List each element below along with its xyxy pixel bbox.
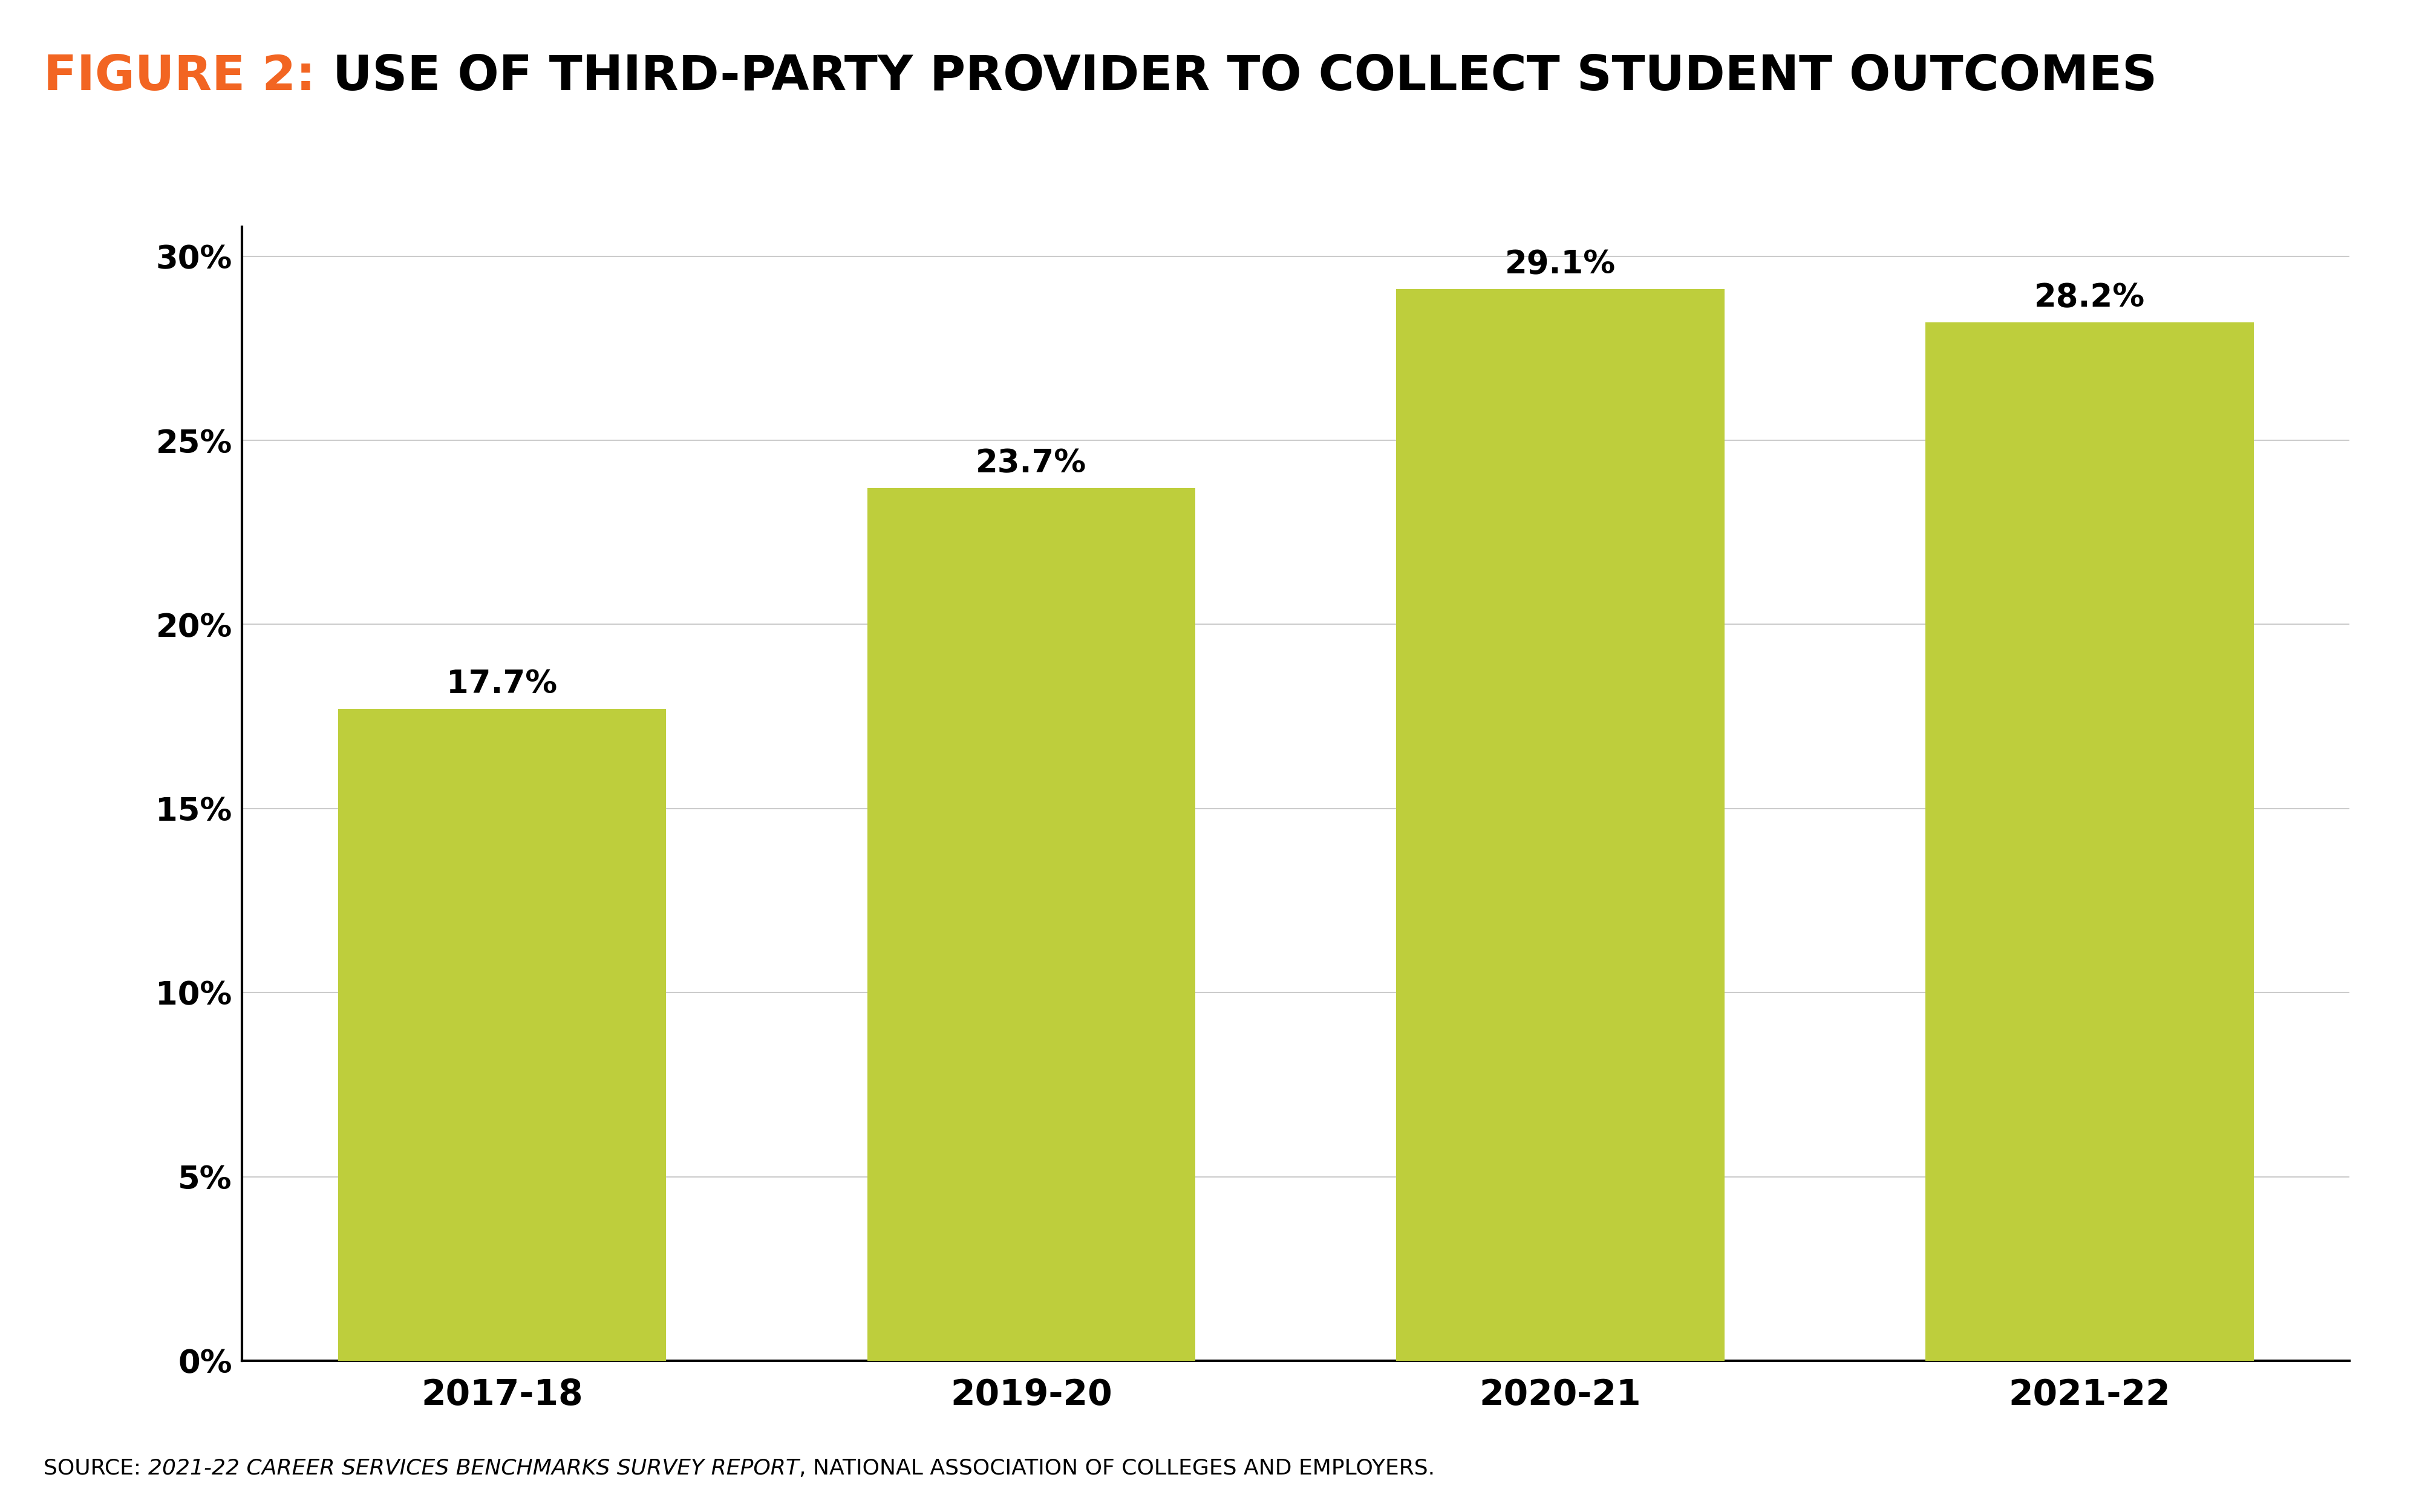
Text: 17.7%: 17.7% [446, 668, 557, 700]
Text: 29.1%: 29.1% [1504, 249, 1615, 280]
Text: 23.7%: 23.7% [976, 448, 1087, 479]
Bar [1397, 289, 1724, 1361]
Text: USE OF THIRD-PARTY PROVIDER TO COLLECT STUDENT OUTCOMES: USE OF THIRD-PARTY PROVIDER TO COLLECT S… [315, 53, 2158, 100]
Text: SOURCE:: SOURCE: [44, 1458, 148, 1479]
Bar [1925, 322, 2252, 1361]
Bar [339, 709, 666, 1361]
Text: FIGURE 2:: FIGURE 2: [44, 53, 315, 100]
Text: 2021-22 CAREER SERVICES BENCHMARKS SURVEY REPORT: 2021-22 CAREER SERVICES BENCHMARKS SURVE… [148, 1458, 799, 1479]
Text: , NATIONAL ASSOCIATION OF COLLEGES AND EMPLOYERS.: , NATIONAL ASSOCIATION OF COLLEGES AND E… [799, 1458, 1434, 1479]
Bar [867, 488, 1194, 1361]
Text: 28.2%: 28.2% [2034, 281, 2146, 313]
